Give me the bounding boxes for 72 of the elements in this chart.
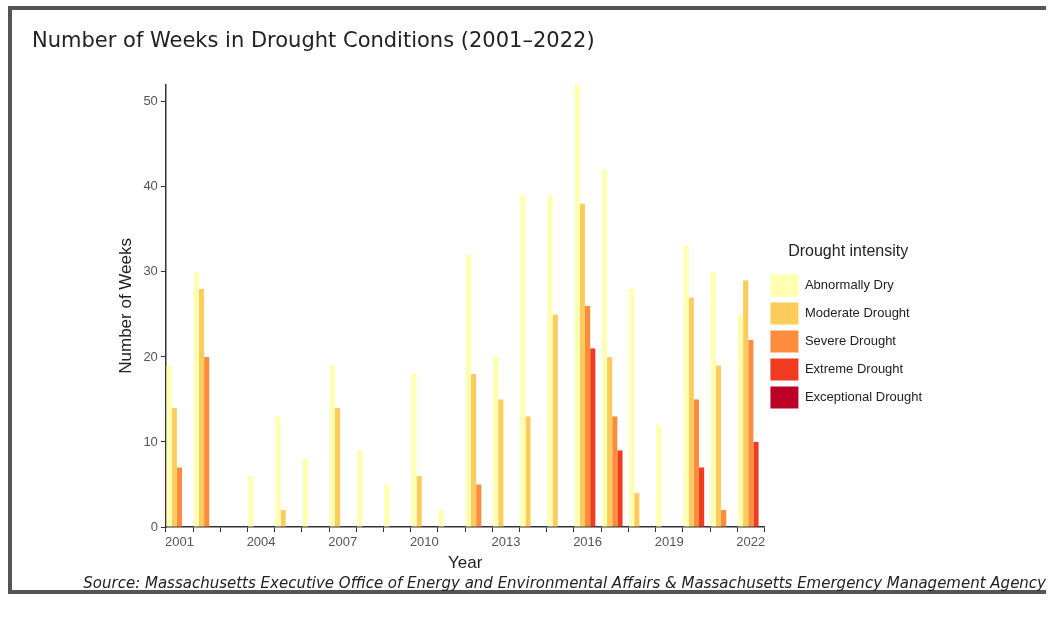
bar xyxy=(547,195,553,527)
bar xyxy=(683,246,689,527)
bar xyxy=(525,416,531,527)
legend-title: Drought intensity xyxy=(788,241,909,259)
x-tick-label: 2019 xyxy=(654,534,684,550)
bar xyxy=(384,484,390,527)
bar xyxy=(302,458,308,527)
bar xyxy=(688,297,694,527)
bar xyxy=(520,195,526,527)
bar xyxy=(275,416,281,527)
bar xyxy=(193,271,199,527)
bar xyxy=(329,365,335,527)
bar xyxy=(601,169,608,527)
bar xyxy=(411,373,417,527)
bar xyxy=(612,416,618,527)
bar xyxy=(280,509,286,527)
legend-label: Exceptional Drought xyxy=(804,389,923,405)
bar xyxy=(248,475,254,527)
x-tick-label: 2016 xyxy=(573,534,603,550)
bar xyxy=(176,467,183,527)
x-tick-label: 2007 xyxy=(328,534,358,550)
x-tick-label: 2010 xyxy=(409,534,439,550)
bar xyxy=(416,475,422,527)
x-tick-label: 2001 xyxy=(165,534,194,550)
bar xyxy=(656,424,662,527)
x-tick-label: 2013 xyxy=(491,534,521,550)
x-tick-label: 2004 xyxy=(246,534,276,550)
y-tick-label: 50 xyxy=(143,93,158,109)
legend-label: Extreme Drought xyxy=(804,361,904,377)
bar xyxy=(590,348,596,527)
bar xyxy=(171,407,177,527)
legend-label: Severe Drought xyxy=(804,333,897,349)
x-axis-title: Year xyxy=(447,553,483,573)
bar xyxy=(438,509,444,527)
bar xyxy=(693,399,699,527)
y-tick-label: 0 xyxy=(150,518,158,534)
bar xyxy=(585,305,591,527)
y-tick-label: 20 xyxy=(143,348,158,364)
bar xyxy=(198,288,205,527)
bar xyxy=(204,356,210,527)
bar xyxy=(715,365,722,527)
bar xyxy=(334,407,341,527)
x-tick-label: 2022 xyxy=(736,534,766,550)
bar xyxy=(579,203,585,527)
bar xyxy=(166,365,172,527)
bar xyxy=(629,288,635,527)
source-note: Source: Massachusetts Executive Office of Energy and Environmental Affairs & Massachusetts Emergency Management Agency xyxy=(83,574,1046,592)
y-tick-label: 10 xyxy=(143,433,158,449)
legend-label: Abnormally Dry xyxy=(804,277,895,293)
bar xyxy=(493,356,499,527)
bar xyxy=(710,271,716,527)
y-tick-label: 30 xyxy=(143,263,158,279)
bar xyxy=(634,492,640,527)
bar xyxy=(743,280,749,527)
bar xyxy=(699,467,705,527)
bar xyxy=(574,84,580,527)
chart-title: Number of Weeks in Drought Conditions (2001–2022) xyxy=(32,28,595,52)
bar xyxy=(607,356,613,527)
bar xyxy=(748,339,754,527)
y-tick-label: 40 xyxy=(143,178,158,194)
bar xyxy=(552,314,558,527)
bar xyxy=(737,314,744,527)
bar xyxy=(476,484,482,527)
bar xyxy=(721,509,727,527)
bar xyxy=(465,254,471,527)
bar xyxy=(753,441,759,527)
bar xyxy=(498,399,504,527)
legend-label: Moderate Drought xyxy=(804,305,911,321)
y-axis-title: Number of Weeks xyxy=(115,238,135,374)
bar xyxy=(617,450,623,527)
bar xyxy=(471,373,477,527)
bar xyxy=(356,450,363,527)
